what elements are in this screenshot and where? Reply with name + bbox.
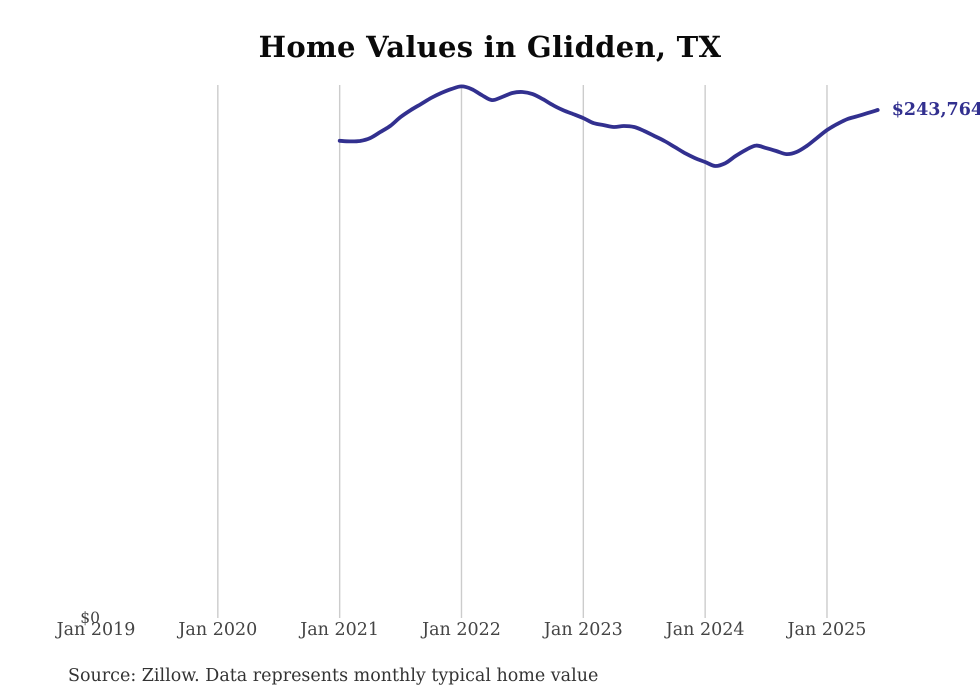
x-tick-label-jan-2022: Jan 2022 — [422, 620, 501, 640]
x-tick-label-jan-2020: Jan 2020 — [178, 620, 258, 640]
x-tick-label-jan-2019: Jan 2019 — [56, 620, 136, 640]
x-tick-label-jan-2021: Jan 2021 — [300, 620, 380, 640]
chart-title: Home Values in Glidden, TX — [258, 30, 722, 64]
x-tick-label-jan-2025: Jan 2025 — [787, 620, 867, 640]
source-note: Source: Zillow. Data represents monthly … — [68, 666, 599, 686]
series-end-value-label: $243,764 — [891, 100, 980, 120]
x-tick-label-jan-2023: Jan 2023 — [543, 620, 623, 640]
y-axis-zero-label: $0 — [80, 609, 100, 627]
x-tick-label-jan-2024: Jan 2024 — [665, 620, 745, 640]
home-value-line — [337, 84, 880, 168]
